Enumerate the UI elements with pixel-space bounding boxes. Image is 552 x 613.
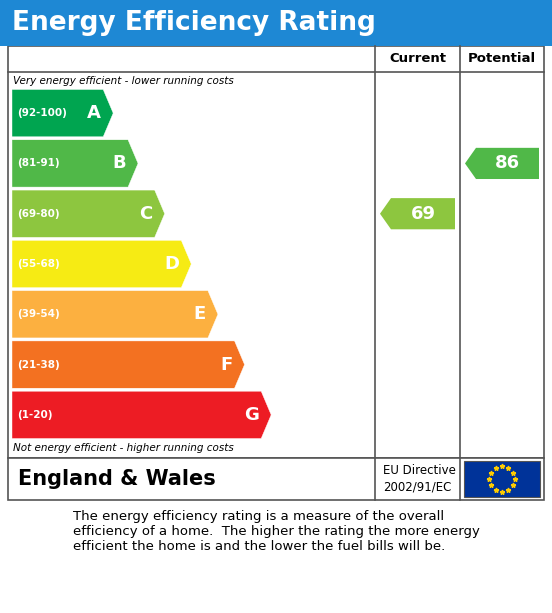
Bar xyxy=(8,458,544,500)
Text: C: C xyxy=(140,205,153,223)
Text: (69-80): (69-80) xyxy=(17,208,60,219)
Text: 69: 69 xyxy=(411,205,436,223)
Text: G: G xyxy=(245,406,259,424)
Text: A: A xyxy=(87,104,101,122)
Text: England & Wales: England & Wales xyxy=(18,469,216,489)
Text: (55-68): (55-68) xyxy=(17,259,60,269)
Polygon shape xyxy=(465,148,539,179)
Text: F: F xyxy=(220,356,232,373)
Text: (39-54): (39-54) xyxy=(17,310,60,319)
Polygon shape xyxy=(12,240,192,287)
Text: 86: 86 xyxy=(495,154,520,172)
Polygon shape xyxy=(12,391,271,438)
Text: Not energy efficient - higher running costs: Not energy efficient - higher running co… xyxy=(13,443,233,453)
Text: (1-20): (1-20) xyxy=(17,410,52,420)
Text: (81-91): (81-91) xyxy=(17,158,60,169)
Bar xyxy=(464,461,540,497)
Text: Energy Efficiency Rating: Energy Efficiency Rating xyxy=(12,10,376,36)
Text: The energy efficiency rating is a measure of the overall
efficiency of a home.  : The energy efficiency rating is a measur… xyxy=(72,510,480,553)
Text: Very energy efficient - lower running costs: Very energy efficient - lower running co… xyxy=(13,76,233,86)
Polygon shape xyxy=(12,291,218,338)
Polygon shape xyxy=(12,341,245,388)
Polygon shape xyxy=(12,140,138,187)
Text: E: E xyxy=(194,305,206,323)
Text: (21-38): (21-38) xyxy=(17,360,60,370)
Text: EU Directive
2002/91/EC: EU Directive 2002/91/EC xyxy=(383,464,456,494)
Text: Current: Current xyxy=(389,53,446,66)
Polygon shape xyxy=(380,198,455,229)
Bar xyxy=(0,0,552,46)
Text: D: D xyxy=(164,255,179,273)
Text: B: B xyxy=(113,154,126,172)
Polygon shape xyxy=(12,89,113,137)
Bar xyxy=(8,46,544,458)
Text: Potential: Potential xyxy=(468,53,536,66)
Polygon shape xyxy=(12,190,164,237)
Text: (92-100): (92-100) xyxy=(17,108,67,118)
